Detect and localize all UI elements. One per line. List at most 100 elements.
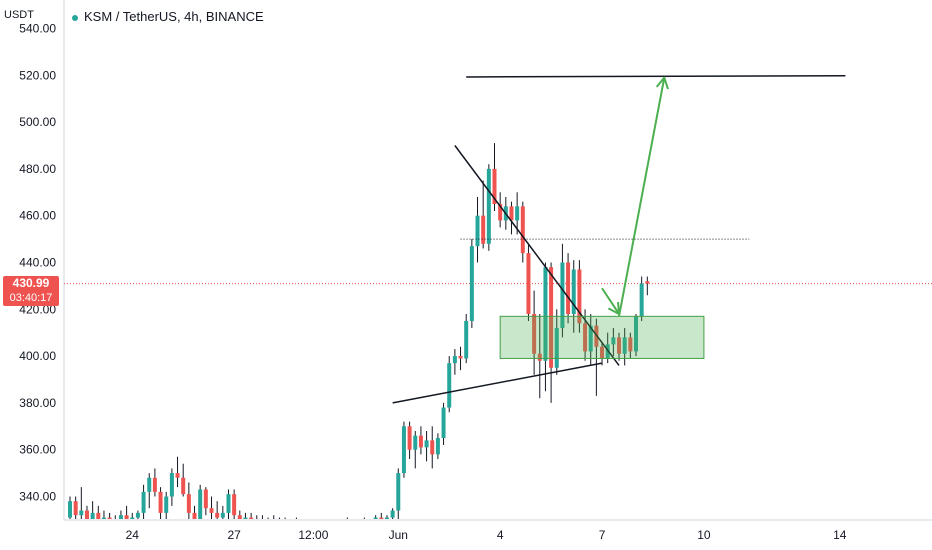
candle-body-down bbox=[96, 512, 101, 519]
candle-body-down bbox=[317, 525, 321, 527]
candle-body-up bbox=[571, 269, 576, 314]
last-price-tag: 430.99 03:40:17 bbox=[3, 276, 59, 306]
x-tick-label: 27 bbox=[227, 528, 241, 542]
candle-body-up bbox=[266, 520, 270, 525]
candle-body-up bbox=[447, 363, 452, 408]
y-tick-label: 460.00 bbox=[19, 209, 56, 223]
candle-body-up bbox=[543, 267, 548, 361]
candle-body-up bbox=[560, 262, 565, 329]
candle-body-down bbox=[181, 477, 186, 495]
candle-body-down bbox=[215, 512, 220, 518]
y-tick-label: 360.00 bbox=[19, 443, 56, 457]
candle-body-up bbox=[622, 337, 627, 354]
candle-body-down bbox=[430, 440, 435, 455]
y-tick-label: 340.00 bbox=[19, 490, 56, 504]
candle-body-down bbox=[272, 520, 276, 525]
x-tick-label: 24 bbox=[126, 528, 140, 542]
candle-body-up bbox=[101, 517, 106, 519]
candle-body-down bbox=[520, 206, 525, 254]
candle-body-up bbox=[118, 515, 123, 519]
y-tick-label: 500.00 bbox=[19, 115, 56, 129]
candle-body-down bbox=[362, 522, 366, 524]
x-tick-label: 4 bbox=[497, 528, 504, 542]
drawings-layer bbox=[392, 75, 846, 404]
x-tick-label: 12:00 bbox=[298, 528, 328, 542]
candle-body-down bbox=[209, 508, 214, 513]
candle-body-down bbox=[345, 522, 349, 524]
ascending-trendline bbox=[392, 362, 603, 404]
candle-body-up bbox=[198, 489, 203, 519]
candle-body-up bbox=[113, 520, 117, 525]
arrow-down-head-icon bbox=[607, 301, 621, 315]
y-tick-label: 480.00 bbox=[19, 162, 56, 176]
candle-body-down bbox=[158, 491, 163, 513]
candle-body-up bbox=[413, 435, 418, 450]
candle-body-up bbox=[220, 512, 225, 518]
candle-body-down bbox=[232, 494, 237, 516]
y-tick-label: 540.00 bbox=[19, 22, 56, 36]
currency-label: USDT bbox=[4, 9, 34, 21]
candle-body-down bbox=[532, 313, 537, 354]
candle-body-down bbox=[84, 510, 89, 519]
candle-body-up bbox=[130, 517, 135, 519]
candle-body-down bbox=[628, 337, 633, 352]
candle-body-down bbox=[237, 515, 242, 519]
candle-body-down bbox=[249, 517, 254, 519]
candle-body-down bbox=[583, 323, 588, 352]
candle-body-up bbox=[469, 246, 474, 321]
candle-body-up bbox=[464, 321, 469, 359]
symbol-title-text: KSM / TetherUS, 4h, BINANCE bbox=[84, 9, 264, 24]
arrow-up-line bbox=[618, 77, 666, 317]
candle-body-up bbox=[384, 517, 389, 519]
candle-body-up bbox=[475, 215, 480, 247]
candle-body-up bbox=[243, 517, 248, 519]
candle-body-up bbox=[441, 407, 446, 438]
candle-body-up bbox=[90, 512, 95, 519]
candle-body-up bbox=[141, 491, 146, 513]
candle-body-down bbox=[537, 353, 542, 361]
resistance-line bbox=[466, 75, 846, 78]
y-tick-label: 400.00 bbox=[19, 349, 56, 363]
candle-body-down bbox=[492, 168, 497, 204]
candle-body-up bbox=[588, 325, 593, 352]
candle-body-down bbox=[334, 525, 338, 527]
arrow-up-head-icon bbox=[655, 76, 669, 90]
candle-body-up bbox=[401, 426, 406, 474]
candle-body-up bbox=[164, 496, 169, 513]
candle-body-down bbox=[600, 346, 605, 359]
symbol-title[interactable]: KSM / TetherUS, 4h, BINANCE bbox=[72, 9, 264, 24]
candle-body-down bbox=[294, 522, 298, 527]
x-tick-label: 7 bbox=[599, 528, 606, 542]
candle-body-up bbox=[169, 473, 174, 497]
candle-body-up bbox=[634, 316, 638, 352]
bar-countdown: 03:40:17 bbox=[9, 292, 53, 304]
candle-body-up bbox=[226, 494, 231, 513]
candle-body-down bbox=[73, 501, 78, 516]
x-tick-label: Jun bbox=[389, 528, 408, 542]
candle-body-up bbox=[68, 501, 72, 518]
candle-body-up bbox=[396, 473, 401, 511]
candle-body-up bbox=[147, 477, 152, 492]
candle-body-down bbox=[549, 267, 554, 368]
y-tick-label: 440.00 bbox=[19, 256, 56, 270]
candle-body-up bbox=[515, 206, 520, 221]
candle-body-up bbox=[357, 522, 361, 527]
candle-body-up bbox=[554, 328, 559, 368]
candle-body-down bbox=[175, 473, 180, 478]
candle-body-up bbox=[135, 512, 140, 518]
candle-body-down bbox=[498, 204, 503, 221]
candle-body-up bbox=[300, 525, 304, 527]
candle-body-down bbox=[260, 520, 264, 525]
candle-body-up bbox=[424, 440, 429, 448]
candle-body-down bbox=[186, 494, 191, 513]
demand-zone bbox=[499, 315, 705, 359]
candle-body-up bbox=[611, 337, 616, 345]
candle-body-down bbox=[407, 426, 412, 450]
descending-trendline bbox=[454, 145, 620, 366]
candle-body-down bbox=[645, 281, 650, 284]
candle-body-down bbox=[203, 489, 208, 509]
x-tick-label: 10 bbox=[697, 528, 711, 542]
candle-body-up bbox=[373, 517, 378, 519]
